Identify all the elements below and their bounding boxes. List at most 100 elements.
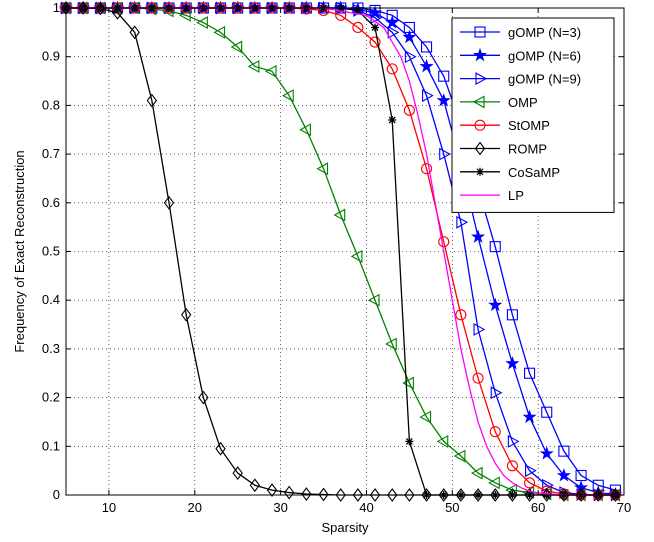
legend-box — [451, 17, 615, 213]
data-point — [488, 297, 503, 312]
data-point — [249, 478, 261, 493]
data-point — [505, 483, 517, 497]
data-point — [593, 488, 604, 502]
data-point — [350, 249, 363, 263]
data-point — [95, 1, 106, 16]
data-point — [371, 23, 380, 32]
data-point — [232, 466, 243, 481]
legend-marker — [472, 95, 485, 109]
data-point — [455, 309, 467, 321]
y-tick-label: 0.7 — [42, 146, 60, 161]
data-point — [163, 195, 175, 210]
data-point — [230, 40, 243, 54]
data-point — [215, 441, 226, 456]
legend-marker — [474, 26, 486, 38]
data-point — [439, 147, 451, 161]
data-point — [404, 488, 415, 502]
legend-entry: ROMP — [460, 142, 547, 157]
legend-label: gOMP (N=9) — [508, 72, 581, 87]
data-point — [196, 16, 208, 30]
data-point — [456, 215, 469, 229]
data-point — [436, 93, 451, 107]
data-point — [402, 29, 417, 44]
legend-label: OMP — [508, 95, 538, 110]
data-point — [455, 488, 467, 502]
y-tick-label: 0.2 — [42, 390, 60, 405]
data-point — [367, 293, 380, 307]
data-point — [507, 488, 518, 502]
data-point — [146, 93, 158, 108]
data-point — [370, 11, 383, 25]
y-tick-label: 0.4 — [42, 292, 60, 307]
series-line — [66, 7, 624, 496]
data-point — [506, 309, 518, 321]
data-point — [522, 409, 537, 424]
y-tick-label: 1 — [53, 0, 60, 15]
data-point — [419, 410, 432, 424]
y-axis-label: Frequency of Exact Reconstruction — [12, 150, 27, 352]
data-point — [266, 483, 278, 498]
legend-entry: gOMP (N=9) — [460, 72, 581, 87]
data-point — [301, 487, 312, 501]
x-axis-label: Sparsity — [322, 520, 369, 535]
data-point — [264, 64, 277, 78]
data-point — [438, 236, 450, 248]
legend-label: gOMP (N=3) — [508, 25, 581, 40]
y-tick-label: 0.6 — [42, 195, 60, 210]
data-point — [421, 41, 433, 53]
legend-entry: gOMP (N=3) — [460, 25, 581, 40]
data-point — [525, 464, 537, 478]
data-point — [507, 434, 520, 448]
data-point — [488, 476, 500, 490]
data-point — [284, 485, 295, 500]
data-point — [524, 367, 536, 379]
y-tick-label: 0.8 — [42, 97, 60, 112]
data-point — [505, 356, 520, 370]
y-tick-label: 0.3 — [42, 341, 60, 356]
data-point — [180, 307, 192, 322]
legend-marker — [476, 167, 484, 176]
data-point — [369, 36, 381, 48]
data-point — [213, 25, 226, 39]
data-point — [352, 21, 364, 34]
legend-label: ROMP — [508, 142, 547, 157]
y-tick-label: 0.1 — [42, 438, 60, 453]
data-point — [333, 208, 346, 222]
data-point — [575, 488, 587, 502]
legend-entry: gOMP (N=6) — [460, 47, 581, 63]
legend-marker — [475, 72, 488, 86]
data-point — [403, 104, 415, 116]
data-point — [282, 89, 294, 103]
legend-entry: CoSaMP — [460, 165, 560, 180]
y-tick-label: 0.9 — [42, 49, 60, 64]
legend-label: StOMP — [508, 118, 550, 133]
legend-marker — [472, 47, 488, 62]
data-point — [438, 70, 450, 82]
data-point — [419, 59, 434, 73]
legend-entry: LP — [460, 188, 524, 203]
data-point — [198, 390, 209, 405]
data-point — [369, 488, 381, 502]
data-point — [558, 488, 570, 502]
data-point — [402, 376, 414, 390]
x-tick-label: 70 — [617, 500, 631, 515]
legend-entry: StOMP — [460, 118, 550, 133]
data-point — [421, 163, 433, 175]
legend-entry: OMP — [460, 95, 538, 110]
data-point — [367, 5, 383, 19]
data-point — [129, 25, 140, 40]
x-tick-label: 10 — [102, 500, 116, 515]
data-point — [539, 446, 554, 460]
data-point — [247, 60, 260, 73]
data-point — [436, 434, 449, 448]
data-point — [352, 488, 364, 502]
data-point — [387, 25, 400, 39]
data-point — [316, 162, 329, 176]
data-point — [404, 50, 417, 64]
data-point — [524, 477, 536, 489]
data-point — [335, 488, 346, 502]
data-point — [472, 372, 484, 384]
data-point — [453, 449, 466, 463]
axis-ticks: 10 20 30 40 50 60 70 0 0.1 0.2 0.3 0.4 0.5 0.6 0.7 0.8 0… — [42, 0, 631, 515]
